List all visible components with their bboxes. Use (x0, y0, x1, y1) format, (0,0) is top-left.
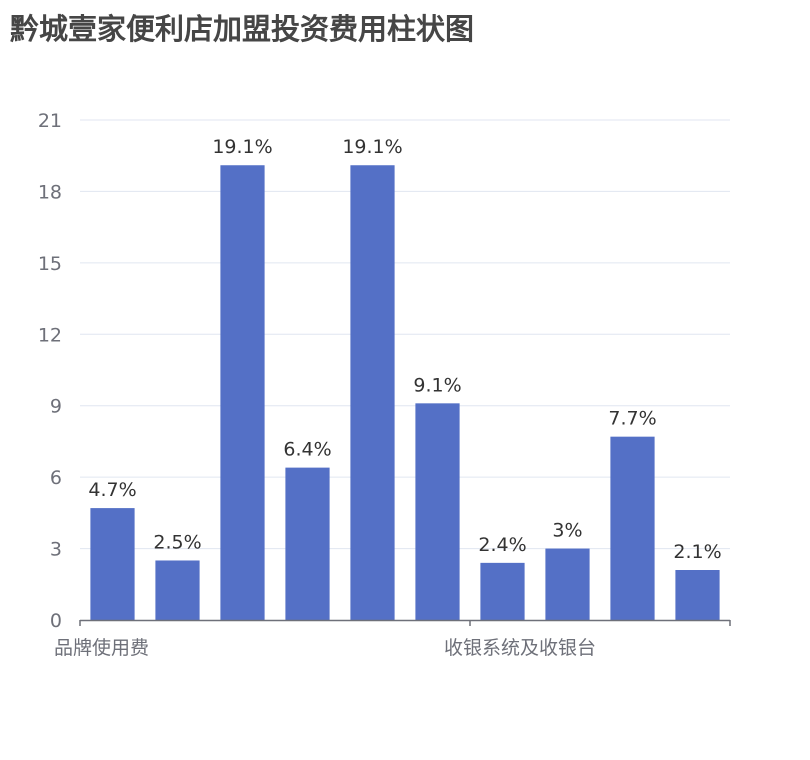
bar[interactable] (415, 403, 460, 620)
bar[interactable] (285, 467, 330, 620)
grid-lines (80, 119, 730, 550)
x-category-label: 收银系统及收银台 (444, 637, 596, 659)
bar-value-label: 6.4% (283, 439, 331, 461)
bar-value-label: 19.1% (342, 136, 402, 158)
y-tick-label: 9 (50, 396, 62, 418)
bar[interactable] (90, 508, 135, 620)
bar[interactable] (545, 548, 590, 620)
y-tick-label: 6 (50, 467, 62, 489)
bar[interactable] (350, 165, 395, 620)
bar[interactable] (220, 165, 265, 620)
y-tick-label: 21 (38, 110, 62, 132)
bar-value-label: 7.7% (608, 408, 656, 430)
bar-value-label: 2.1% (673, 541, 721, 563)
y-axis: 0 3 6 9 12 15 18 21 (38, 110, 62, 632)
bar[interactable] (155, 560, 200, 620)
bar-value-label: 2.4% (478, 534, 526, 556)
y-tick-label: 3 (50, 539, 62, 561)
x-category-label: 品牌使用费 (54, 637, 149, 659)
y-tick-label: 12 (38, 324, 62, 346)
bars (90, 165, 720, 620)
y-tick-label: 18 (38, 181, 62, 203)
bar[interactable] (675, 570, 720, 620)
bar-value-label: 3% (552, 520, 582, 542)
chart-title: 黔城壹家便利店加盟投资费用柱状图 (10, 12, 475, 46)
value-labels: 4.7% 2.5% 19.1% 6.4% 19.1% 9.1% 2.4% 3% 7.7% 2.1% (88, 136, 721, 563)
bar-value-label: 4.7% (88, 479, 136, 501)
bar-value-label: 2.5% (153, 531, 201, 553)
bar[interactable] (610, 436, 655, 620)
bar-value-label: 9.1% (413, 374, 461, 396)
bar-value-label: 19.1% (212, 136, 272, 158)
y-tick-label: 15 (38, 253, 62, 275)
x-axis: 品牌使用费 收银系统及收银台 (54, 619, 731, 659)
bar[interactable] (480, 562, 525, 620)
y-tick-label: 0 (50, 610, 62, 632)
